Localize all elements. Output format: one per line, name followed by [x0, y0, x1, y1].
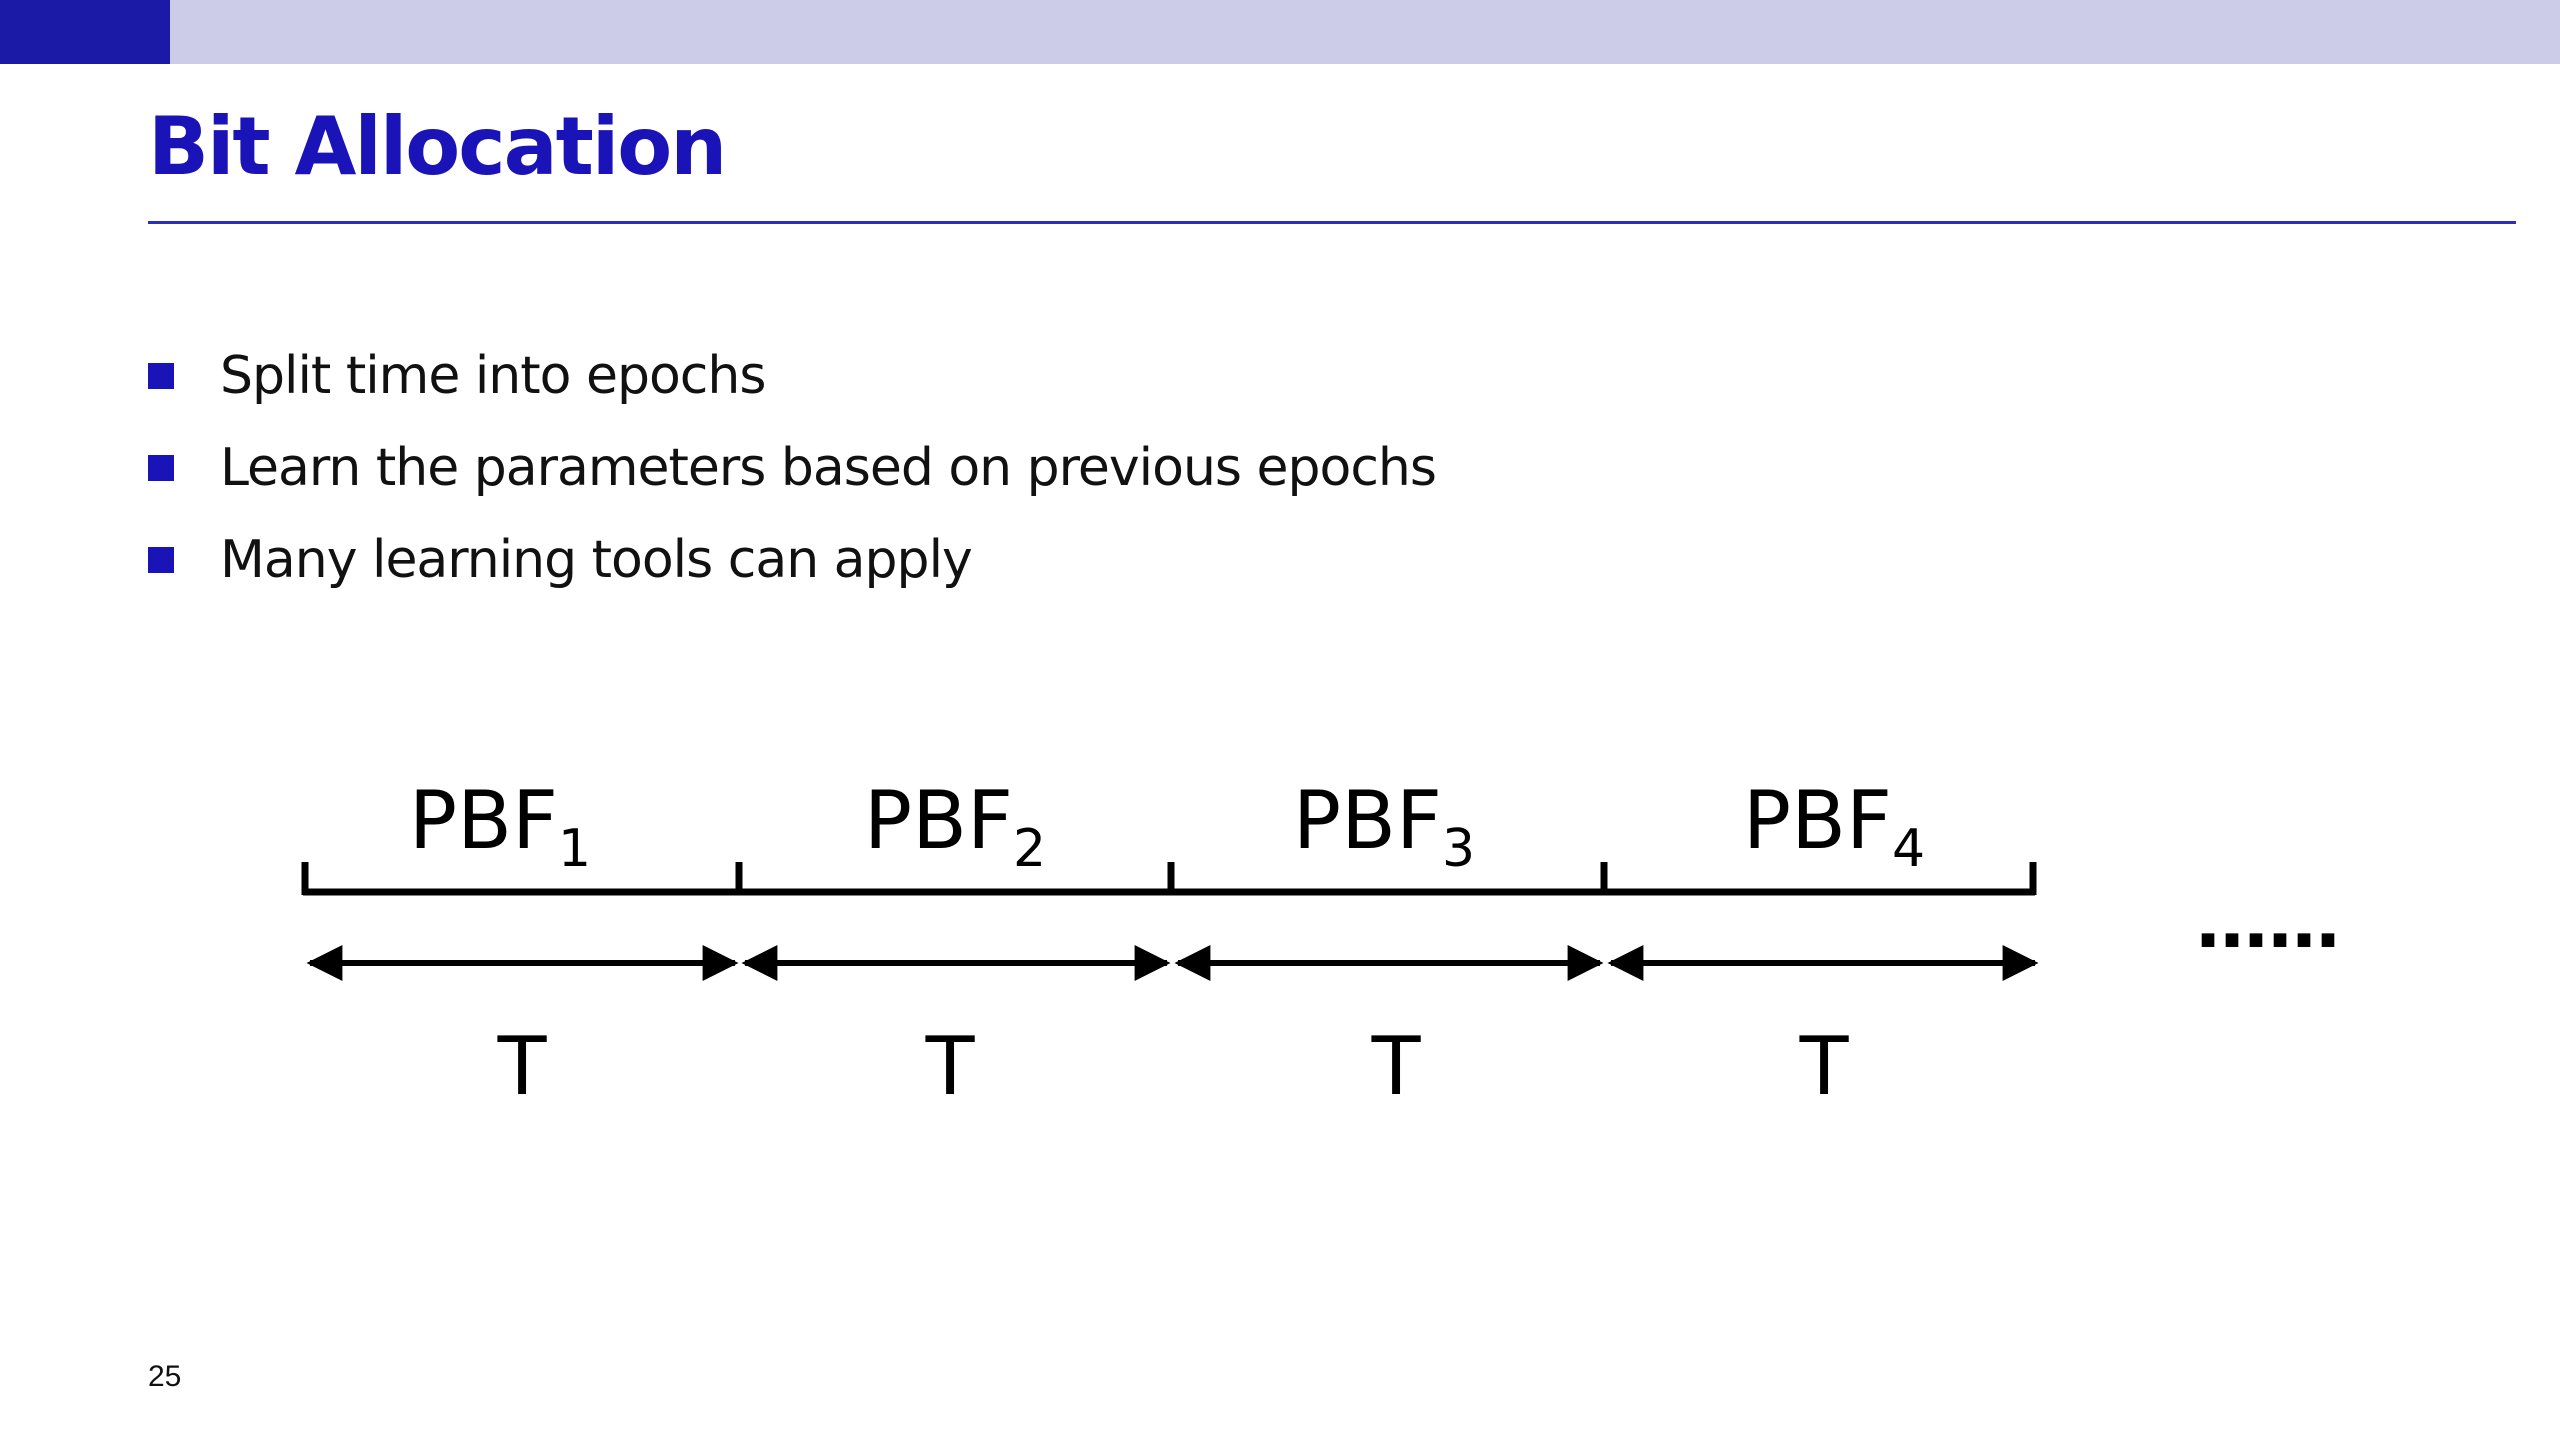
segment-label-2: PBF2 [864, 774, 1046, 879]
period-label-4: T [1799, 1020, 1850, 1113]
bullet-item: Learn the parameters based on previous e… [148, 422, 1437, 514]
bullet-square-icon [148, 363, 174, 389]
top-bar [0, 0, 2560, 64]
bullet-text: Learn the parameters based on previous e… [220, 438, 1437, 498]
segment-label-1: PBF1 [409, 774, 591, 879]
bullet-text: Split time into epochs [220, 346, 766, 406]
period-label-3: T [1371, 1020, 1422, 1113]
title-underline [148, 221, 2516, 224]
bullet-item: Many learning tools can apply [148, 514, 1436, 606]
segment-label-3: PBF3 [1293, 774, 1475, 879]
slide-title: Bit Allocation [148, 100, 727, 193]
bullet-square-icon [148, 455, 174, 481]
bullet-list: Split time into epochs Learn the paramet… [148, 330, 1437, 606]
bullet-square-icon [148, 547, 174, 573]
segment-label-4: PBF4 [1743, 774, 1925, 879]
continuation-ellipsis: …… [2196, 880, 2340, 964]
bullet-item: Split time into epochs [148, 330, 1436, 422]
period-label-2: T [925, 1020, 976, 1113]
period-label-1: T [497, 1020, 548, 1113]
bullet-text: Many learning tools can apply [220, 530, 973, 590]
page-number: 25 [148, 1360, 182, 1393]
top-bar-accent [0, 0, 170, 64]
